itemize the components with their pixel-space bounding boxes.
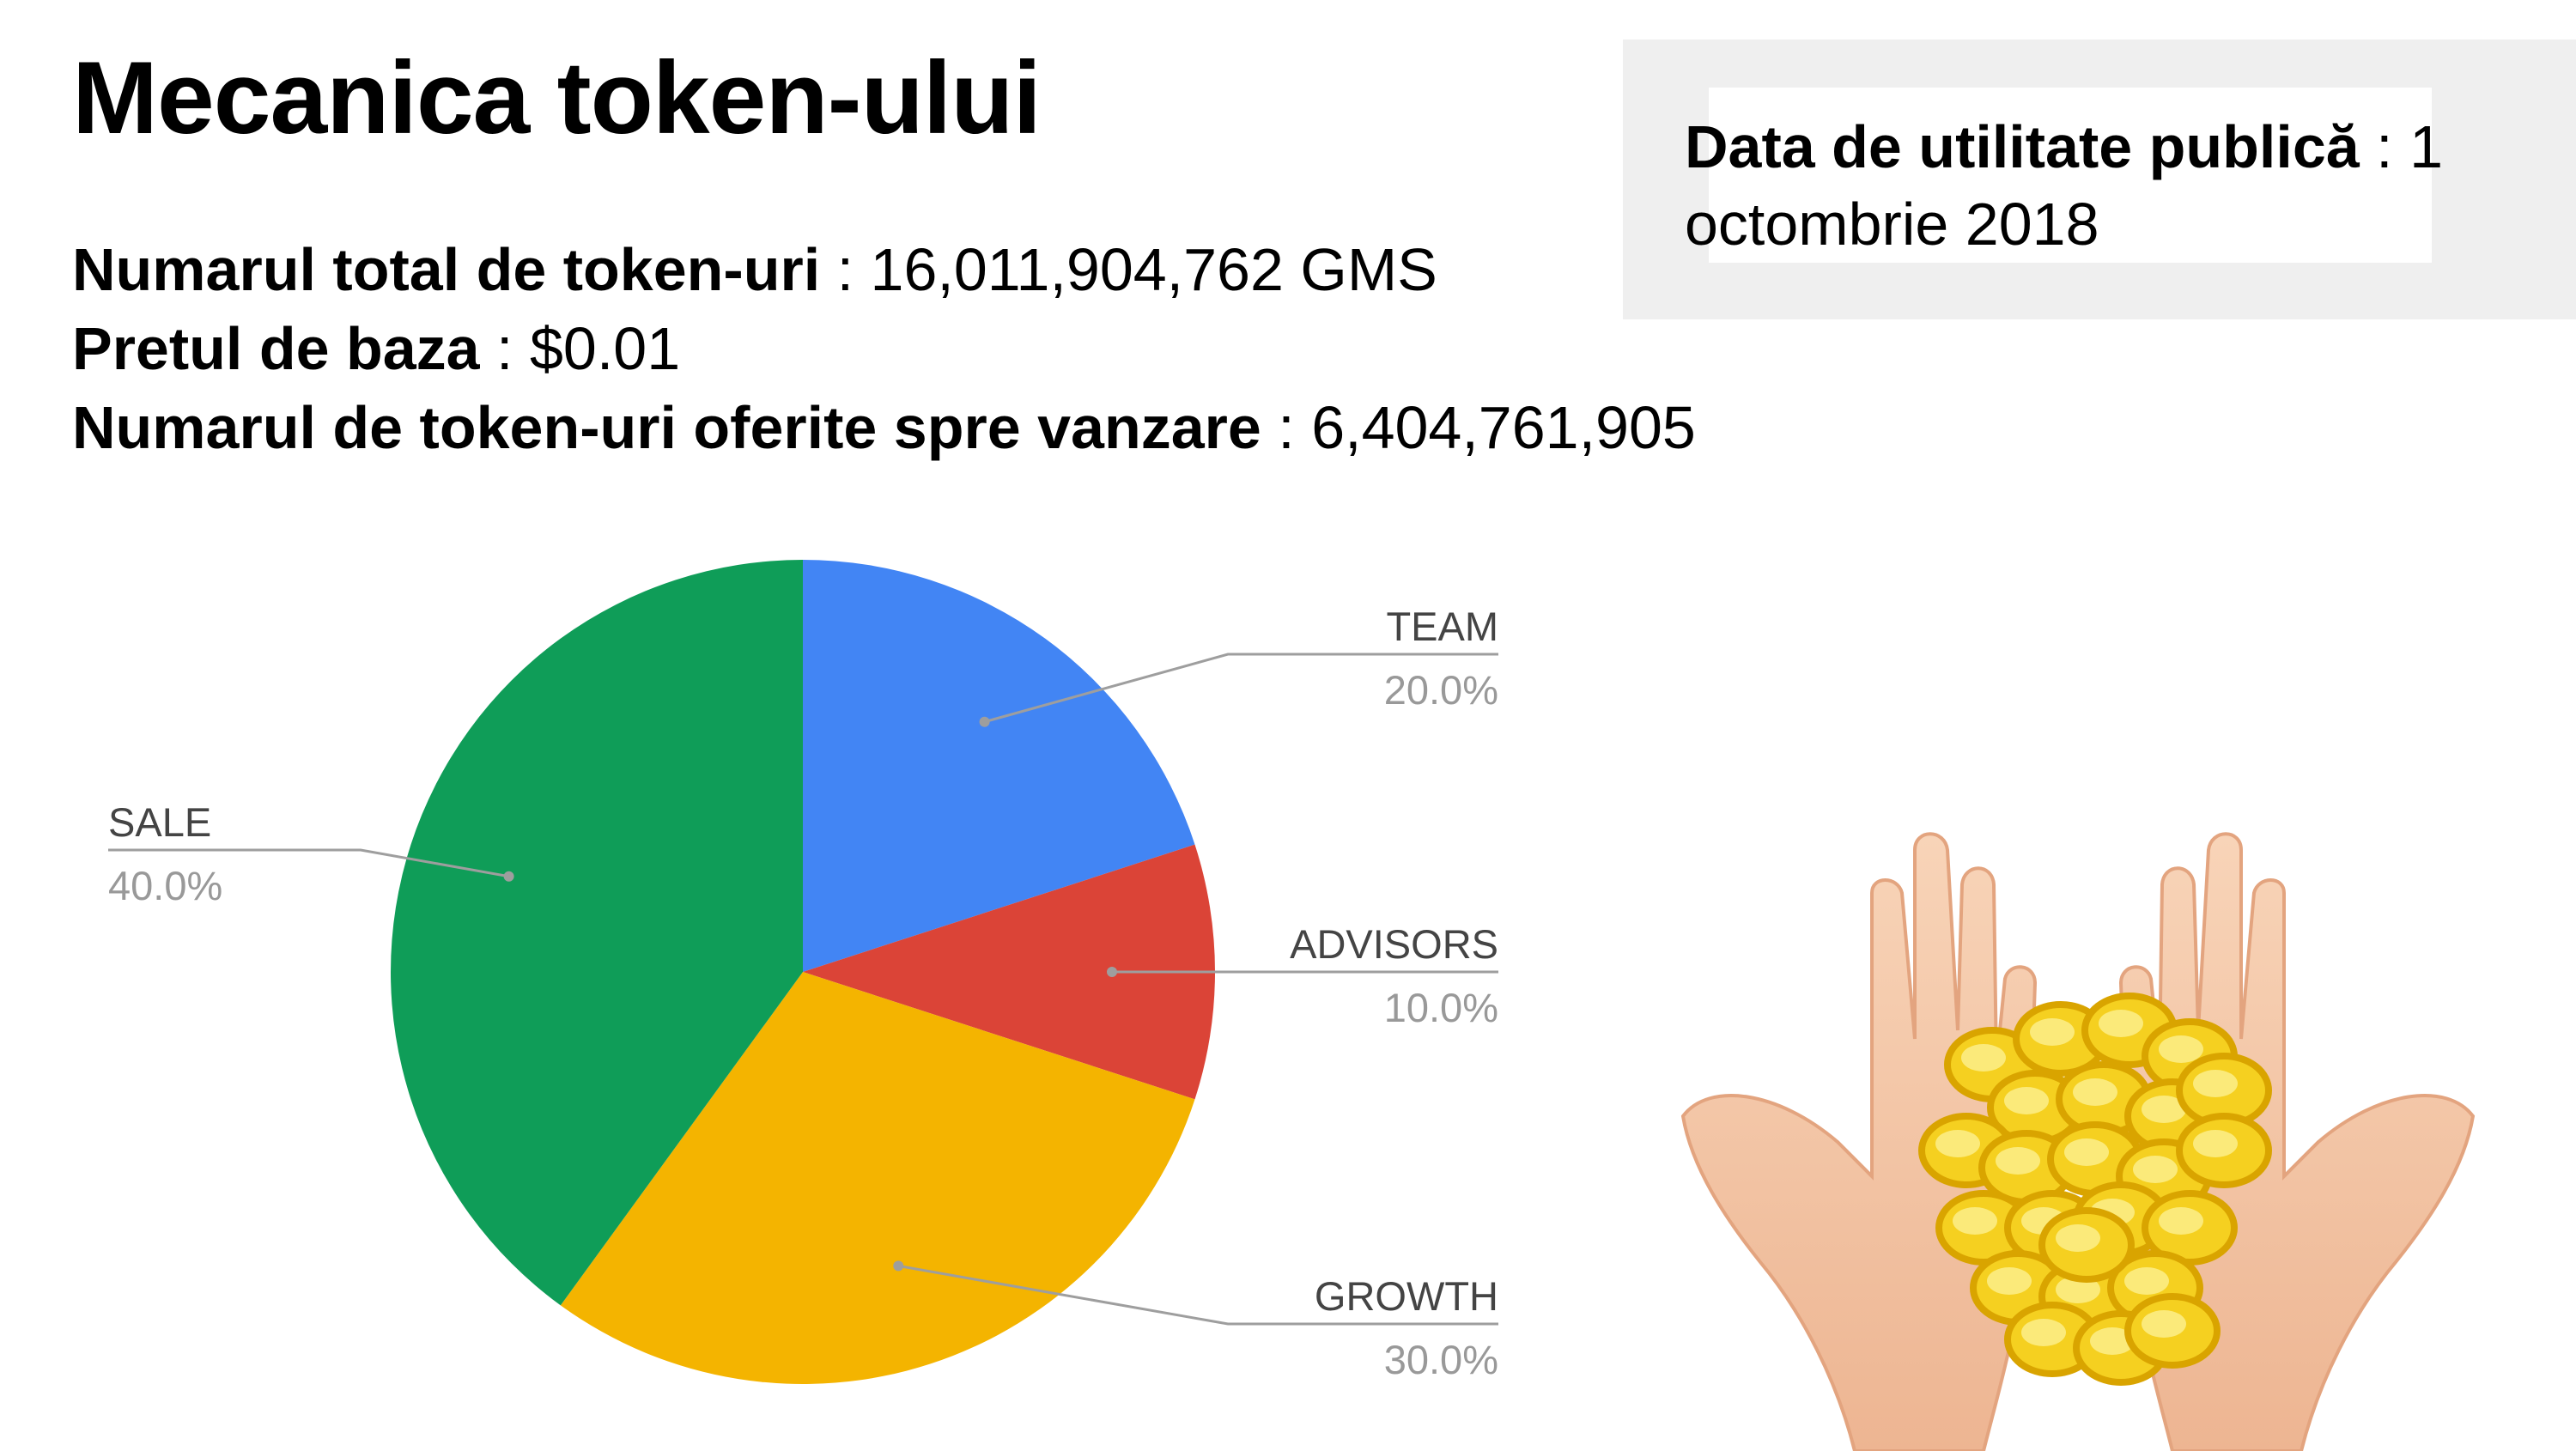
page-title: Mecanica token-ului [72,40,1042,155]
coin-highlight [2133,1156,2178,1183]
tokens-offered-value: 6,404,761,905 [1311,394,1696,461]
coin-highlight [2004,1087,2049,1114]
coin-highlight [2056,1276,2100,1303]
pie-pct-growth: 30.0% [1384,1337,1498,1382]
coin-highlight [1953,1207,1997,1235]
leader-line-team [984,653,1498,724]
coin-highlight [2159,1035,2203,1063]
total-tokens-sep: : [820,236,871,303]
leader-line-sale [108,848,509,878]
base-price-value: $0.01 [529,315,681,382]
pie-slice-advisors [803,844,1216,1100]
coin-highlight [2142,1096,2186,1123]
coin-highlight [2064,1138,2109,1166]
hands-holding-gold-coins-icon [1680,832,2476,1451]
pie-slice-growth [560,972,1195,1385]
coin-highlight [2090,1327,2135,1355]
public-date-box: Data de utilitate publică : 1 octombrie … [1623,39,2576,319]
leader-line-growth [897,1264,1498,1326]
coin-highlight [2099,1010,2143,1037]
public-date-text: Data de utilitate publică : 1 octombrie … [1685,108,2509,263]
tokens-offered-line: Numarul de token-uri oferite spre vanzar… [72,388,1696,467]
coin-highlight [2056,1224,2100,1252]
gold-coins [1918,993,2272,1386]
coin-highlight [1935,1130,1980,1157]
coin-highlight [2193,1130,2238,1157]
coin-highlight [2193,1070,2238,1097]
coin-highlight [1961,1044,2006,1072]
pie-label-growth: GROWTH [1315,1273,1498,1319]
pie-label-team: TEAM [1386,604,1498,649]
public-date-label: Data de utilitate publică [1685,113,2360,180]
base-price-line: Pretul de baza : $0.01 [72,309,1696,388]
total-tokens-line: Numarul total de token-uri : 16,011,904,… [72,230,1696,309]
token-stats: Numarul total de token-uri : 16,011,904,… [72,230,1696,467]
pie-pct-advisors: 10.0% [1384,985,1498,1030]
coin-highlight [2021,1319,2066,1346]
pie-pct-sale: 40.0% [108,863,222,908]
base-price-label: Pretul de baza [72,315,480,382]
total-tokens-value: 16,011,904,762 GMS [870,236,1437,303]
pie-slices [390,560,1216,1385]
tokens-offered-sep: : [1261,394,1312,461]
coin-highlight [2159,1207,2203,1235]
public-date-sep: : [2359,113,2410,180]
coin-highlight [2030,1018,2075,1046]
pie-pct-team: 20.0% [1384,667,1498,713]
coin-highlight [1996,1147,2040,1175]
token-distribution-pie-chart: TEAM 20.0% ADVISORS 10.0% GROWTH 30.0% SALE 40.… [108,560,1498,1385]
base-price-sep: : [479,315,530,382]
public-date-inner [1709,88,2432,263]
pie-labels: TEAM 20.0% ADVISORS 10.0% GROWTH 30.0% SALE 40.… [108,604,1498,1382]
tokens-offered-label: Numarul de token-uri oferite spre vanzar… [72,394,1261,461]
pie-slice-team [803,560,1195,972]
pie-label-sale: SALE [108,799,211,845]
pie-slice-sale [390,560,803,1306]
coin-highlight [2124,1267,2169,1295]
public-date-value: 1 octombrie 2018 [1685,113,2443,258]
pie-label-advisors: ADVISORS [1290,921,1498,967]
coin-highlight [1987,1267,2032,1295]
coin-highlight [2073,1078,2117,1106]
total-tokens-label: Numarul total de token-uri [72,236,821,303]
coin-highlight [2142,1310,2186,1338]
